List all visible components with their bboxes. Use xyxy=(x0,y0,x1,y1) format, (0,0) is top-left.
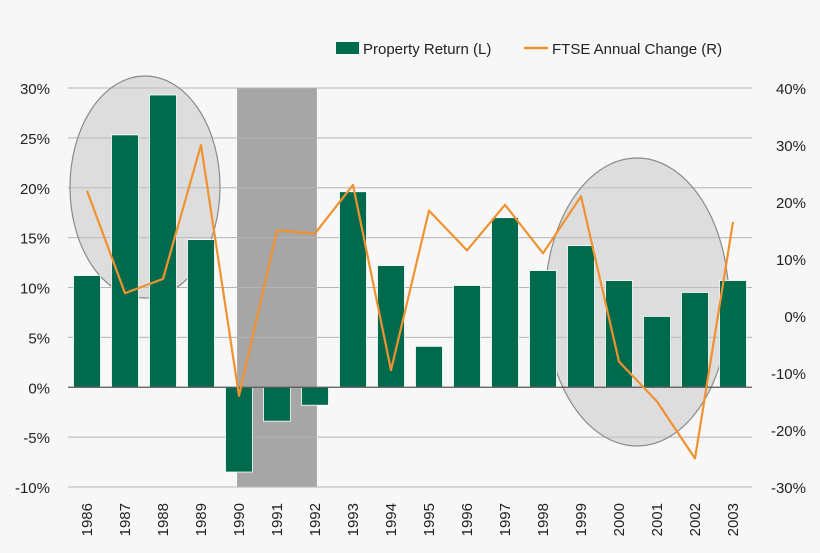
legend-bar-swatch xyxy=(336,42,359,54)
x-tick-label: 1988 xyxy=(155,503,172,536)
x-tick-label: 2000 xyxy=(611,503,628,536)
bar-1997 xyxy=(491,217,519,388)
right-tick-label: -20% xyxy=(771,423,806,440)
bar-2002 xyxy=(681,292,709,388)
x-tick-label: 1996 xyxy=(459,503,476,536)
bar-1995 xyxy=(415,345,443,388)
bar-1988 xyxy=(149,94,177,388)
right-tick-label: 10% xyxy=(776,252,806,269)
x-tick-label: 2002 xyxy=(687,503,704,536)
x-tick-label: 2003 xyxy=(725,503,742,536)
x-tick-label: 1999 xyxy=(573,503,590,536)
left-tick-label: 25% xyxy=(20,131,50,148)
x-tick-label: 1993 xyxy=(345,503,362,536)
right-tick-label: 20% xyxy=(776,195,806,212)
x-tick-label: 1998 xyxy=(535,503,552,536)
bar-1992 xyxy=(301,386,329,406)
legend-bar-label: Property Return (L) xyxy=(363,41,491,58)
left-tick-label: 15% xyxy=(20,231,50,248)
right-tick-label: -30% xyxy=(771,480,806,497)
x-tick-label: 1994 xyxy=(383,503,400,536)
left-tick-label: -5% xyxy=(23,430,50,447)
legend: Property Return (L) FTSE Annual Change (… xyxy=(336,41,722,58)
x-tick-label: 1995 xyxy=(421,503,438,536)
bar-1987 xyxy=(111,134,139,388)
bar-1989 xyxy=(187,239,215,388)
x-tick-label: 1986 xyxy=(79,503,96,536)
bar-2003 xyxy=(719,280,747,388)
x-tick-label: 1992 xyxy=(307,503,324,536)
bar-2001 xyxy=(643,316,671,388)
left-tick-label: -10% xyxy=(15,480,50,497)
x-tick-label: 1997 xyxy=(497,503,514,536)
x-tick-label: 2001 xyxy=(649,503,666,536)
x-tick-label: 1987 xyxy=(117,503,134,536)
right-tick-label: -10% xyxy=(771,366,806,383)
x-tick-label: 1989 xyxy=(193,503,210,536)
bar-1986 xyxy=(73,275,101,388)
left-tick-label: 10% xyxy=(20,281,50,298)
right-tick-label: 30% xyxy=(776,138,806,155)
right-tick-label: 40% xyxy=(776,81,806,98)
bar-1991 xyxy=(263,386,291,422)
bar-1993 xyxy=(339,191,367,388)
highlight-ellipse-1986-1989 xyxy=(69,75,221,299)
x-tick-label: 1990 xyxy=(231,503,248,536)
right-tick-label: 0% xyxy=(784,309,806,326)
left-tick-label: 5% xyxy=(28,330,50,347)
left-tick-label: 0% xyxy=(28,380,50,397)
bar-1990 xyxy=(225,386,253,473)
ftse-line xyxy=(85,143,735,460)
left-tick-label: 30% xyxy=(20,81,50,98)
bar-1998 xyxy=(529,270,557,388)
left-tick-label: 20% xyxy=(20,181,50,198)
bar-1999 xyxy=(567,245,595,388)
x-tick-label: 1991 xyxy=(269,503,286,536)
legend-line-label: FTSE Annual Change (R) xyxy=(552,41,722,58)
bar-1996 xyxy=(453,285,481,388)
